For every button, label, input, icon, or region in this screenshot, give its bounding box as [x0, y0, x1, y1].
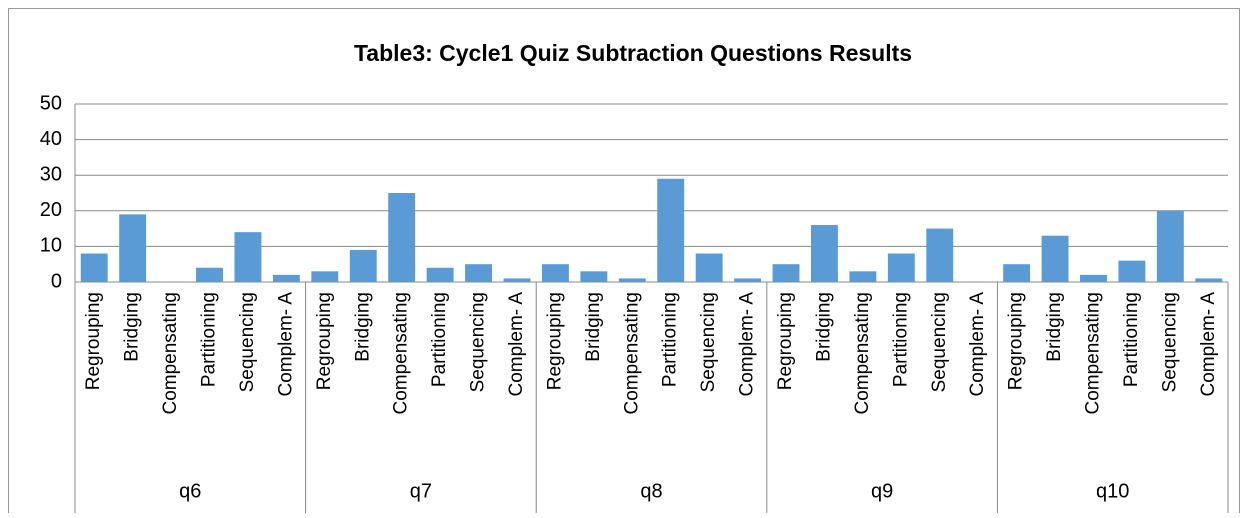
x-tick-label: Complem- A [506, 292, 527, 397]
bar [119, 214, 147, 282]
group-label: q8 [640, 480, 662, 502]
bar [580, 271, 608, 282]
bar [657, 178, 685, 282]
bar [311, 271, 339, 282]
x-tick-label: Sequencing [1159, 292, 1180, 392]
x-tick-label: Partitioning [429, 292, 450, 387]
bar [926, 228, 954, 282]
x-tick-label: Compensating [852, 292, 873, 415]
x-tick-label: Partitioning [660, 292, 681, 387]
group-label: q6 [179, 480, 201, 502]
x-tick-label: Regrouping [544, 292, 565, 390]
chart-title: Table3: Cycle1 Quiz Subtraction Question… [354, 40, 912, 66]
bar [234, 232, 262, 282]
y-tick-label: 10 [40, 235, 62, 257]
y-tick-label: 40 [40, 128, 62, 150]
bar [503, 278, 531, 282]
bar [196, 267, 223, 282]
bar [618, 278, 646, 282]
x-tick-label: Compensating [1082, 292, 1103, 415]
bar [80, 253, 108, 282]
x-tick-label: Regrouping [83, 292, 104, 390]
bar [695, 253, 723, 282]
y-tick-label: 0 [51, 270, 62, 292]
x-tick-label: Compensating [160, 292, 181, 415]
bar [887, 253, 915, 282]
bar [772, 264, 800, 282]
bar [1003, 264, 1031, 282]
x-tick-label: Sequencing [929, 292, 950, 392]
group-label: q7 [410, 480, 432, 502]
x-tick-label: Complem- A [275, 292, 296, 397]
bar [1195, 278, 1223, 282]
x-tick-label: Sequencing [698, 292, 719, 392]
x-tick-label: Complem- A [737, 292, 758, 397]
group-label: q9 [871, 480, 893, 502]
x-tick-label: Regrouping [775, 292, 796, 390]
x-tick-label: Compensating [621, 292, 642, 415]
bar [849, 271, 877, 282]
bar [426, 267, 454, 282]
x-tick-label: Bridging [122, 292, 143, 362]
bar [272, 274, 300, 282]
bar [465, 264, 493, 282]
bar [1041, 235, 1069, 282]
x-tick-label: Regrouping [314, 292, 335, 390]
y-tick-label: 50 [40, 92, 62, 114]
bar [1080, 274, 1107, 282]
bar [388, 193, 416, 282]
x-tick-label: Sequencing [237, 292, 258, 392]
bar [734, 278, 762, 282]
group-label: q10 [1096, 480, 1129, 502]
x-tick-label: Partitioning [1121, 292, 1142, 387]
chart-frame [8, 8, 1240, 518]
x-tick-label: Partitioning [890, 292, 911, 387]
bar [1118, 260, 1146, 282]
bar [541, 264, 569, 282]
bar [810, 225, 838, 282]
x-tick-label: Bridging [813, 292, 834, 362]
x-tick-label: Complem- A [1198, 292, 1219, 397]
x-tick-label: Bridging [352, 292, 373, 362]
x-tick-label: Bridging [583, 292, 604, 362]
x-tick-label: Regrouping [1006, 292, 1027, 390]
x-tick-label: Bridging [1044, 292, 1065, 362]
x-tick-label: Partitioning [199, 292, 220, 387]
x-tick-label: Complem- A [967, 292, 988, 397]
y-tick-label: 30 [40, 163, 62, 185]
y-tick-label: 20 [40, 199, 62, 221]
x-tick-label: Sequencing [468, 292, 489, 392]
x-tick-label: Compensating [391, 292, 412, 415]
bar [1156, 210, 1184, 282]
bar [349, 249, 377, 282]
